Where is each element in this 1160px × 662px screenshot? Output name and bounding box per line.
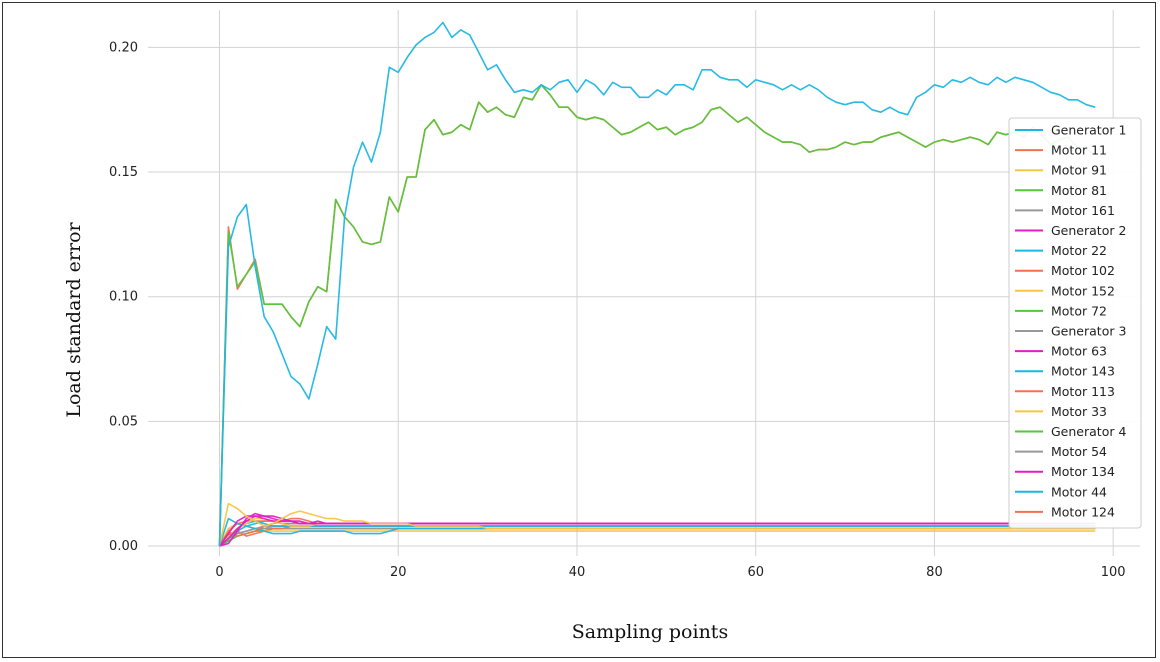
legend-label: Motor 91	[1051, 163, 1107, 178]
legend-label: Motor 54	[1051, 444, 1107, 459]
series-line-generator-1	[218, 21, 1096, 547]
x-axis-title: Sampling points	[572, 621, 728, 643]
series-line-motor-44	[218, 520, 1096, 547]
legend-label: Generator 2	[1051, 223, 1126, 238]
series-line-motor-33	[218, 522, 1096, 547]
series-line-motor-91	[218, 502, 1096, 547]
legend-label: Generator 4	[1051, 424, 1126, 439]
legend-label: Motor 44	[1051, 484, 1107, 499]
tick-labels: 0 20 40 60 80 100 0.00 0.05 0.10 0.15 0.20	[109, 40, 1126, 580]
series-line-motor-81	[218, 84, 1096, 547]
grid-lines	[148, 10, 1140, 556]
series-line-generator-2	[219, 512, 1096, 547]
legend-label: Motor 63	[1051, 344, 1107, 359]
x-tick-label: 20	[390, 565, 407, 580]
x-tick-label: 40	[569, 565, 586, 580]
y-axis-title: Load standard error	[63, 221, 85, 417]
legend-label: Generator 3	[1051, 324, 1126, 339]
y-tick-label: 0.00	[109, 539, 138, 554]
x-tick-label: 0	[215, 565, 223, 580]
x-tick-label: 80	[926, 565, 943, 580]
legend-label: Motor 134	[1051, 464, 1115, 479]
legend-box	[1008, 117, 1142, 529]
legend-label: Motor 33	[1051, 404, 1107, 419]
legend-label: Motor 102	[1051, 263, 1115, 278]
x-tick-label: 60	[747, 565, 764, 580]
legend-label: Generator 1	[1051, 123, 1126, 138]
series-line-motor-11	[218, 84, 1096, 547]
legend-label: Motor 124	[1051, 504, 1115, 519]
y-tick-label: 0.20	[109, 40, 138, 55]
y-tick-label: 0.05	[109, 414, 138, 429]
legend-label: Motor 22	[1051, 243, 1107, 258]
series-line-motor-22	[218, 517, 1096, 547]
legend-label: Motor 152	[1051, 283, 1115, 298]
legend-label: Motor 81	[1051, 183, 1107, 198]
y-tick-label: 0.10	[109, 290, 138, 305]
legend: Generator 1 Motor 11 Motor 91 Motor 81 Motor…	[1008, 117, 1142, 529]
legend-label: Motor 161	[1051, 203, 1115, 218]
legend-label: Motor 143	[1051, 364, 1115, 379]
series-lines	[218, 21, 1096, 547]
legend-label: Motor 11	[1051, 143, 1107, 158]
legend-label: Motor 72	[1051, 303, 1107, 318]
legend-label: Motor 113	[1051, 384, 1115, 399]
x-tick-label: 100	[1101, 565, 1126, 580]
y-tick-label: 0.15	[109, 165, 138, 180]
